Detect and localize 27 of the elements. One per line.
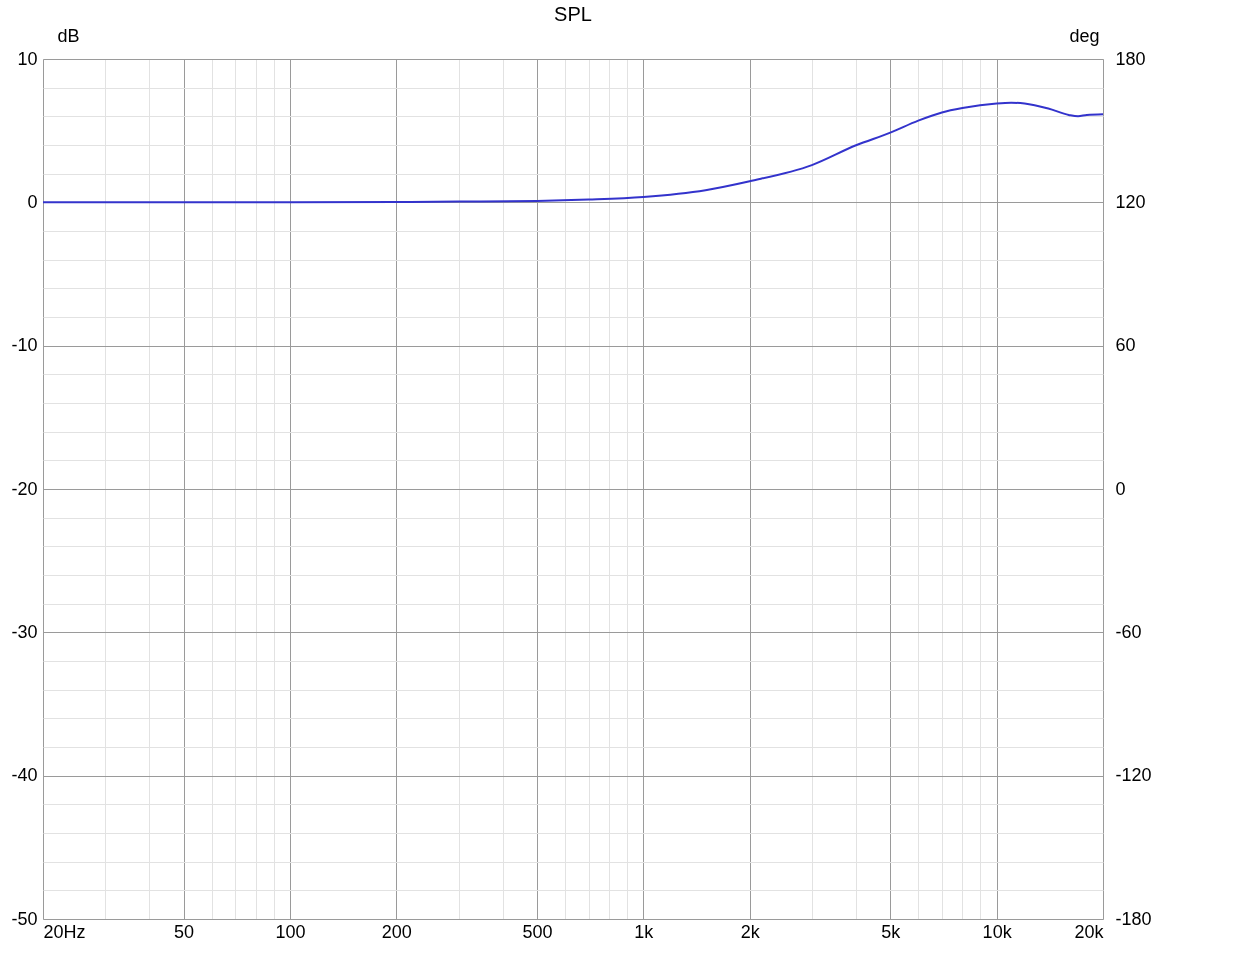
x-tick-label: 50: [174, 921, 195, 942]
y-tick-label: 10: [17, 48, 38, 69]
y-tick-label: -20: [11, 478, 38, 499]
y-tick-label: -40: [11, 765, 38, 786]
x-tick-label: 200: [381, 921, 412, 942]
y2-axis-title: deg: [1069, 25, 1100, 46]
x-tick-label: 5k: [881, 921, 902, 942]
y2-tick-label: 0: [1115, 478, 1126, 499]
y2-tick-label: 180: [1115, 48, 1146, 69]
y2-tick-label: 60: [1115, 335, 1136, 356]
y2-tick-label: -60: [1115, 621, 1142, 642]
y-tick-label: -30: [11, 621, 38, 642]
x-tick-label: 100: [275, 921, 306, 942]
y2-tick-label: 120: [1115, 191, 1146, 212]
y-tick-label: -10: [11, 335, 38, 356]
x-tick-label: 2k: [740, 921, 761, 942]
x-tick-label: 10k: [982, 921, 1013, 942]
y-axis-title: dB: [57, 25, 80, 46]
y2-tick-label: -120: [1115, 765, 1152, 786]
x-tick-label: 500: [522, 921, 553, 942]
y2-tick-label: -180: [1115, 908, 1152, 929]
chart-title: SPL: [554, 3, 592, 25]
x-tick-label: 20Hz: [43, 921, 86, 942]
x-tick-label: 1k: [634, 921, 655, 942]
y-tick-label: -50: [11, 908, 38, 929]
y-tick-label: 0: [27, 191, 38, 212]
x-tick-label: 20k: [1074, 921, 1105, 942]
